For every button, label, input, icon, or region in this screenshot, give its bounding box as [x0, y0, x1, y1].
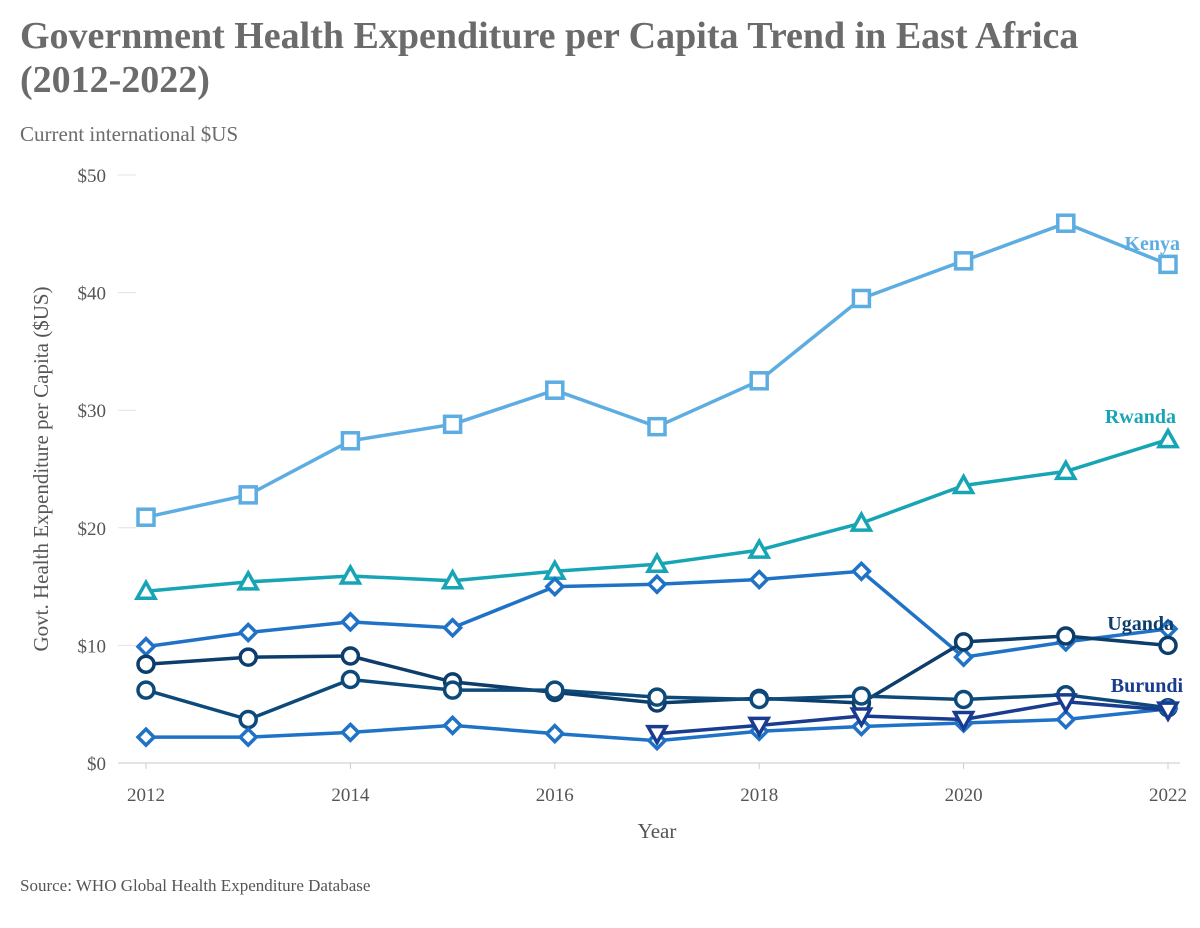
y-axis-label: Govt. Health Expenditure per Capita ($US… — [29, 286, 53, 651]
data-point — [442, 680, 463, 700]
x-tick-label: 2016 — [536, 785, 574, 806]
data-point — [340, 669, 361, 690]
series-label-kenya: Kenya — [1124, 233, 1180, 255]
chart-title: Government Health Expenditure per Capita… — [20, 15, 1079, 101]
data-point — [851, 288, 872, 309]
x-tick-label: 2014 — [331, 785, 370, 806]
data-point — [645, 551, 669, 574]
data-point — [545, 380, 565, 400]
data-point — [953, 689, 974, 710]
x-tick-label: 2022 — [1149, 785, 1187, 806]
series-burundi — [645, 693, 1180, 747]
series-rwanda — [134, 427, 1180, 601]
data-point — [953, 632, 974, 652]
data-point — [238, 709, 258, 730]
data-point — [136, 507, 156, 527]
data-point — [849, 510, 874, 532]
data-point — [1156, 701, 1180, 723]
series-label-uganda: Uganda — [1107, 613, 1174, 635]
data-point — [749, 689, 769, 710]
data-point — [851, 686, 872, 706]
data-point — [338, 563, 363, 585]
y-tick-label: $40 — [78, 284, 107, 305]
data-point — [542, 558, 567, 581]
data-point — [749, 371, 769, 391]
data-point — [237, 726, 259, 748]
y-tick-label: $10 — [78, 636, 107, 657]
x-tick-label: 2012 — [127, 785, 165, 806]
data-point — [134, 578, 158, 601]
data-point — [747, 716, 772, 738]
data-point — [340, 431, 361, 451]
chart-subtitle: Current international $US — [20, 122, 239, 146]
data-point — [1055, 709, 1077, 730]
y-tick-label: $30 — [78, 401, 107, 422]
data-point — [951, 472, 976, 495]
data-point — [238, 485, 258, 505]
y-tick-label: $20 — [78, 519, 107, 540]
data-point — [545, 680, 565, 700]
data-point — [135, 636, 157, 658]
data-point — [440, 568, 465, 590]
data-point — [135, 726, 157, 748]
data-point — [748, 569, 770, 591]
series-unlabeled-2 — [135, 560, 1179, 668]
data-point — [647, 687, 667, 707]
data-point — [647, 416, 667, 437]
series-line — [145, 221, 1169, 519]
series-unlabeled-4 — [136, 669, 1178, 730]
data-point — [850, 560, 872, 582]
data-point — [1056, 213, 1076, 233]
data-point — [442, 714, 464, 736]
data-point — [1056, 626, 1076, 646]
y-tick-label: $0 — [87, 754, 106, 775]
data-point — [238, 647, 258, 667]
data-point — [236, 569, 261, 591]
data-point — [1053, 693, 1078, 715]
series-kenya — [136, 213, 1178, 527]
data-point — [442, 617, 464, 639]
data-point — [953, 646, 975, 668]
data-point — [646, 573, 668, 595]
x-tick-label: 2018 — [740, 785, 778, 806]
x-tick-label: 2020 — [945, 785, 983, 806]
data-point — [339, 721, 361, 743]
data-point — [747, 537, 772, 559]
data-point — [953, 251, 974, 271]
data-point — [1158, 254, 1178, 275]
data-point — [340, 646, 361, 666]
data-point — [544, 576, 566, 598]
source-note: Source: WHO Global Health Expenditure Da… — [20, 876, 371, 895]
series-label-burundi: Burundi — [1111, 675, 1184, 697]
data-point — [136, 654, 156, 674]
y-tick-label: $50 — [78, 166, 107, 187]
data-point — [1158, 635, 1178, 656]
data-point — [645, 724, 669, 747]
data-point — [544, 723, 566, 745]
data-point — [1053, 458, 1078, 481]
series-line — [656, 700, 1169, 736]
x-axis-label: Year — [638, 819, 677, 843]
data-point — [237, 621, 259, 643]
series-label-rwanda: Rwanda — [1105, 406, 1176, 428]
data-point — [339, 611, 361, 633]
data-point — [849, 707, 874, 729]
data-point — [1156, 427, 1180, 449]
data-point — [442, 414, 463, 435]
data-point — [136, 680, 156, 700]
data-point — [951, 710, 976, 733]
